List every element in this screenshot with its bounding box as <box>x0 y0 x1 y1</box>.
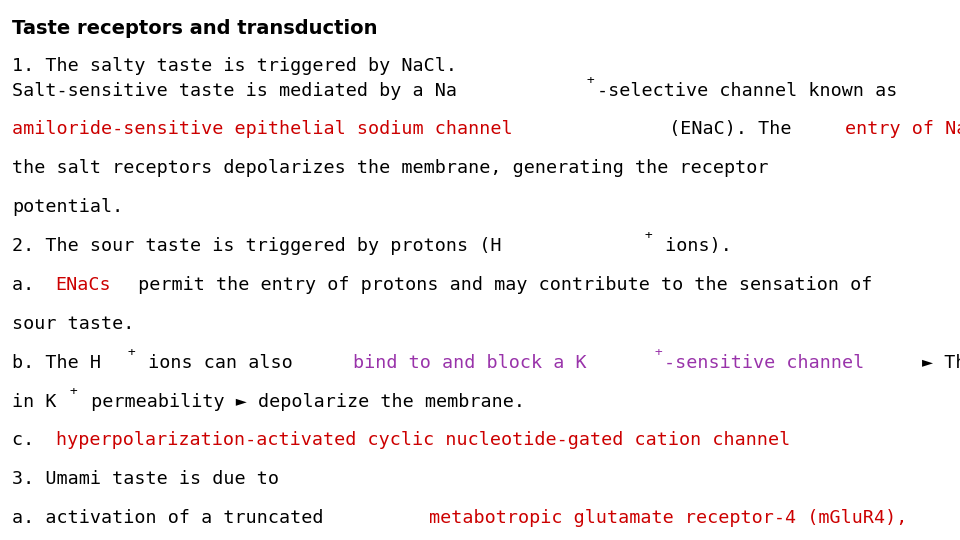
Text: hyperpolarization-activated cyclic nucleotide-gated cation channel: hyperpolarization-activated cyclic nucle… <box>56 431 790 449</box>
Text: a.: a. <box>12 276 46 294</box>
Text: 3. Umami taste is due to: 3. Umami taste is due to <box>12 470 279 488</box>
Text: sour taste.: sour taste. <box>12 315 134 333</box>
Text: 2. The sour taste is triggered by protons (H: 2. The sour taste is triggered by proton… <box>12 237 502 255</box>
Text: ► The fall: ► The fall <box>923 354 960 372</box>
Text: the salt receptors depolarizes the membrane, generating the receptor: the salt receptors depolarizes the membr… <box>12 159 769 177</box>
Text: a. activation of a truncated: a. activation of a truncated <box>12 509 335 527</box>
Text: permit the entry of protons and may contribute to the sensation of: permit the entry of protons and may cont… <box>128 276 873 294</box>
Text: bind to and block a K: bind to and block a K <box>352 354 587 372</box>
Text: Taste receptors and transduction: Taste receptors and transduction <box>12 19 378 38</box>
Text: +: + <box>70 385 78 398</box>
Text: ENaCs: ENaCs <box>56 276 111 294</box>
Text: ions can also: ions can also <box>137 354 304 372</box>
Text: 1. The salty taste is triggered by NaCl.: 1. The salty taste is triggered by NaCl. <box>12 57 458 75</box>
Text: (ENaC). The: (ENaC). The <box>659 120 804 138</box>
Text: Salt-sensitive taste is mediated by a Na: Salt-sensitive taste is mediated by a Na <box>12 82 458 99</box>
Text: +: + <box>644 230 652 242</box>
Text: +: + <box>587 74 594 87</box>
Text: potential.: potential. <box>12 198 124 216</box>
Text: entry of Na+: entry of Na+ <box>845 120 960 138</box>
Text: ions).: ions). <box>654 237 732 255</box>
Text: metabotropic glutamate receptor-4 (mGluR4),: metabotropic glutamate receptor-4 (mGluR… <box>429 509 907 527</box>
Text: in K: in K <box>12 393 57 410</box>
Text: c.: c. <box>12 431 46 449</box>
Text: -sensitive channel: -sensitive channel <box>664 354 864 372</box>
Text: permeability ► depolarize the membrane.: permeability ► depolarize the membrane. <box>80 393 525 410</box>
Text: +: + <box>654 346 661 359</box>
Text: b. The H: b. The H <box>12 354 102 372</box>
Text: -selective channel known as: -selective channel known as <box>597 82 897 99</box>
Text: amiloride-sensitive epithelial sodium channel: amiloride-sensitive epithelial sodium ch… <box>12 120 513 138</box>
Text: +: + <box>128 346 135 359</box>
